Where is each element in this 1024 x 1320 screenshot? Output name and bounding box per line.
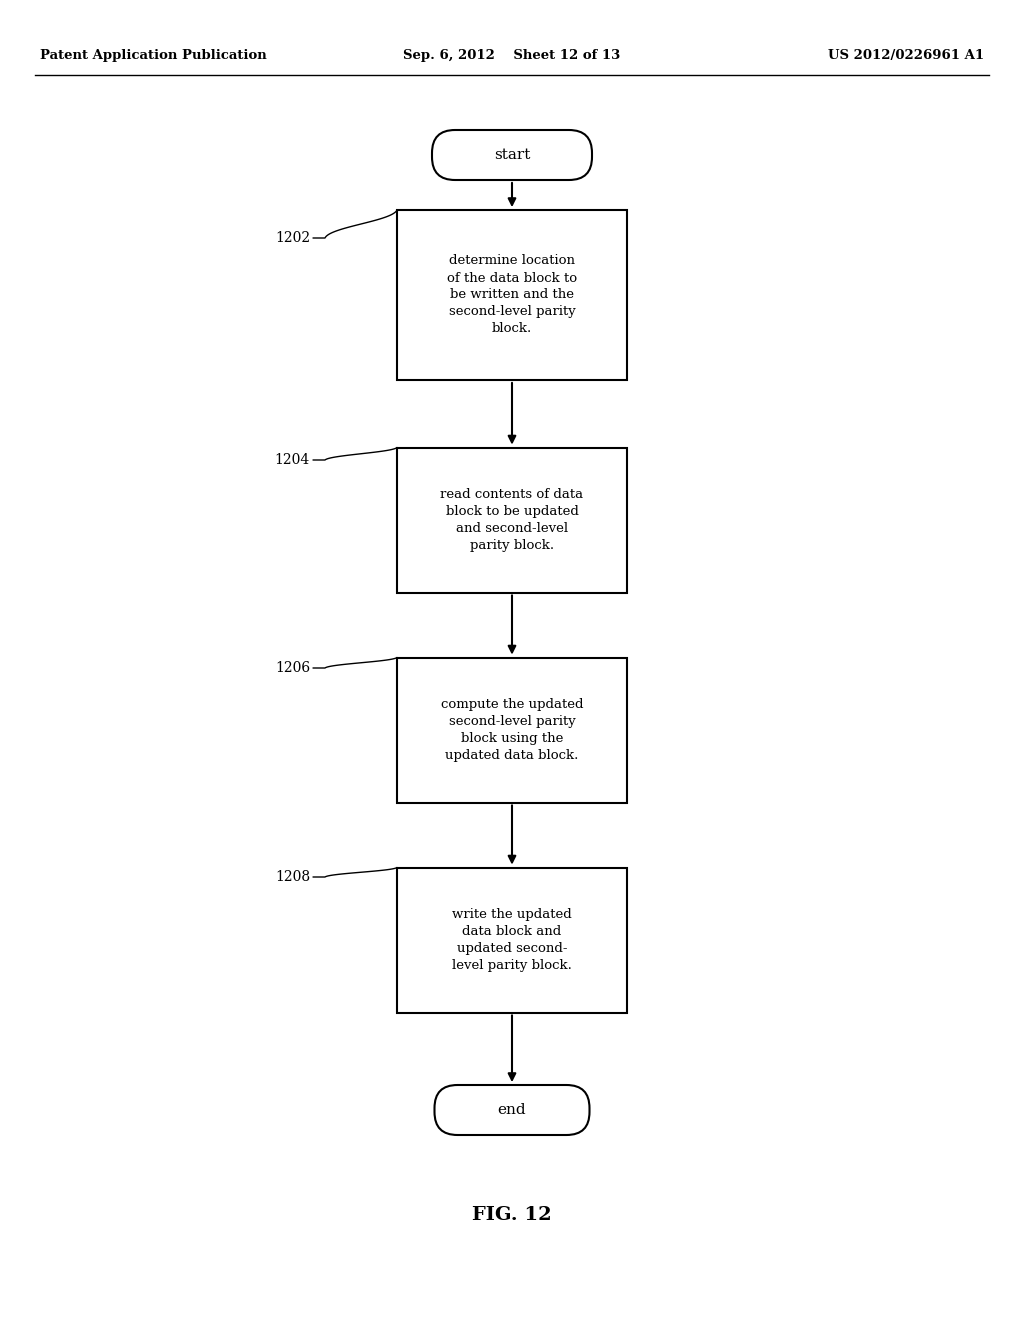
Text: end: end <box>498 1104 526 1117</box>
Bar <box>397 657 627 803</box>
Text: FIG. 12: FIG. 12 <box>472 1206 552 1224</box>
Text: determine location
of the data block to
be written and the
second-level parity
b: determine location of the data block to … <box>446 255 578 335</box>
Text: compute the updated
second-level parity
block using the
updated data block.: compute the updated second-level parity … <box>440 698 584 762</box>
Text: 1204: 1204 <box>274 453 310 467</box>
Text: 1208: 1208 <box>274 870 310 884</box>
Text: start: start <box>494 148 530 162</box>
Text: Patent Application Publication: Patent Application Publication <box>40 49 266 62</box>
Bar <box>397 447 627 593</box>
Text: write the updated
data block and
updated second-
level parity block.: write the updated data block and updated… <box>452 908 572 972</box>
Bar <box>397 867 627 1012</box>
Text: 1202: 1202 <box>274 231 310 246</box>
Text: US 2012/0226961 A1: US 2012/0226961 A1 <box>827 49 984 62</box>
Text: Sep. 6, 2012    Sheet 12 of 13: Sep. 6, 2012 Sheet 12 of 13 <box>403 49 621 62</box>
Text: 1206: 1206 <box>274 661 310 675</box>
Bar <box>397 210 627 380</box>
FancyBboxPatch shape <box>432 129 592 180</box>
Text: read contents of data
block to be updated
and second-level
parity block.: read contents of data block to be update… <box>440 488 584 552</box>
FancyBboxPatch shape <box>434 1085 590 1135</box>
